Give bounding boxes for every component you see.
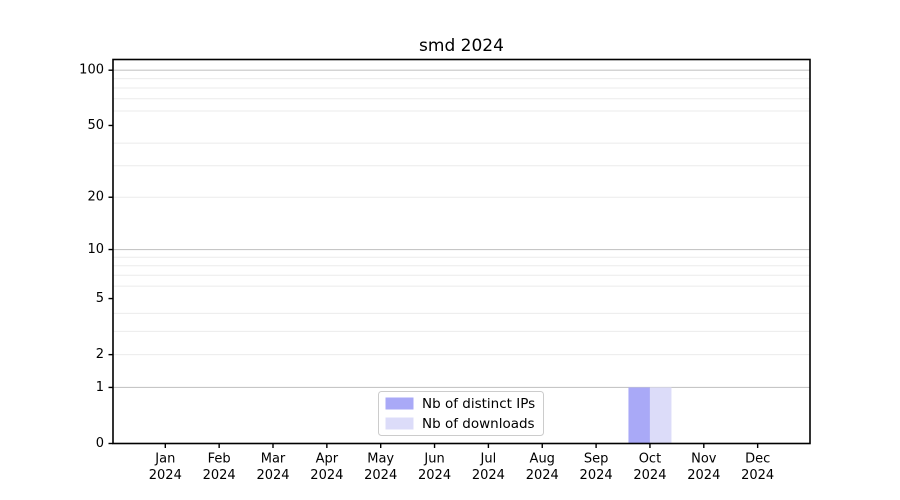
- bars-layer: [628, 387, 672, 444]
- legend-label: Nb of distinct IPs: [422, 396, 535, 412]
- x-tick-label: Jul 2024: [472, 452, 505, 484]
- x-tick-label: Oct 2024: [633, 452, 666, 484]
- y-tick-label: 20: [87, 190, 104, 205]
- legend-label: Nb of downloads: [422, 416, 535, 432]
- legend-swatch: [385, 417, 414, 430]
- y-tick-label: 1: [96, 380, 104, 395]
- bar-nb-of-downloads: [649, 387, 672, 444]
- bar-nb-of-distinct-ips: [628, 387, 650, 444]
- x-tick-label: May 2024: [364, 452, 397, 484]
- x-tick-label: Apr 2024: [310, 452, 343, 484]
- legend-swatch: [385, 397, 414, 410]
- legend-box: [378, 391, 544, 436]
- y-tick-label: 0: [96, 436, 104, 451]
- x-tick-label: Nov 2024: [687, 452, 720, 484]
- x-tick-label: Sep 2024: [580, 452, 613, 484]
- axis-labels-layer: 0 1 2 5 10 20 50 100 Jan 2024 Feb 2024 Mar 2024 Apr 202…: [79, 63, 774, 483]
- plot-area-border: [112, 58, 811, 445]
- x-tick-label: Jun 2024: [418, 452, 451, 484]
- chart-title: smd 2024: [419, 36, 504, 56]
- legend: Nb of distinct IPs Nb of downloads: [378, 391, 544, 436]
- x-tick-label: Dec 2024: [741, 452, 774, 484]
- axis-ticks-layer: [108, 69, 759, 448]
- y-tick-label: 2: [96, 347, 104, 362]
- x-tick-label: Mar 2024: [256, 452, 289, 484]
- x-tick-label: Feb 2024: [203, 452, 236, 484]
- y-tick-label: 50: [87, 118, 104, 133]
- grid-layer: [113, 69, 810, 389]
- x-tick-label: Jan 2024: [149, 452, 182, 484]
- y-tick-label: 5: [96, 291, 104, 306]
- y-tick-label: 100: [79, 63, 104, 78]
- x-tick-label: Aug 2024: [526, 452, 559, 484]
- y-tick-label: 10: [87, 242, 104, 257]
